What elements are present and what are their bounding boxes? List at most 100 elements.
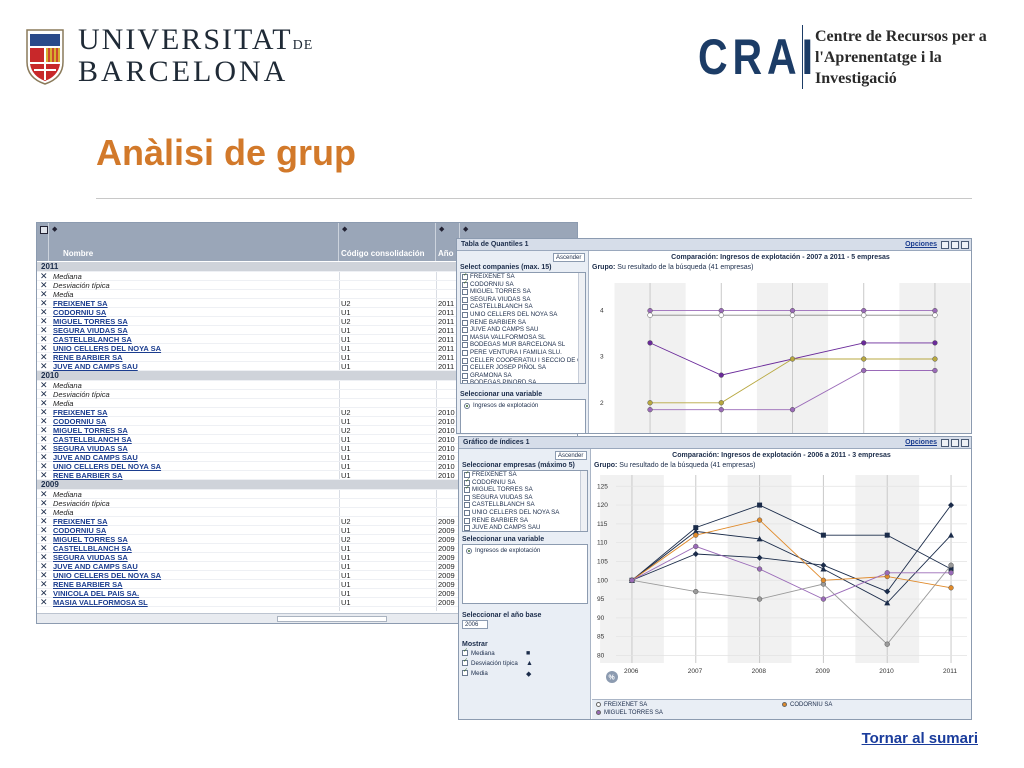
company-link[interactable]: UNIO CELLERS DEL NOYA SA <box>53 462 162 471</box>
close-icon[interactable] <box>961 439 969 447</box>
company-checkbox[interactable] <box>464 525 470 531</box>
company-link[interactable]: CASTELLBLANCH SA <box>53 544 132 553</box>
legend-item[interactable]: CODORNIU SA <box>782 702 832 708</box>
company-option[interactable]: SEGURA VIUDAS SA <box>461 296 585 304</box>
remove-row-icon[interactable]: ✕ <box>40 452 48 462</box>
remove-row-icon[interactable]: ✕ <box>40 597 48 607</box>
company-option[interactable]: MIGUEL TORRES SA <box>463 485 587 494</box>
company-link[interactable]: FREIXENET SA <box>53 517 108 526</box>
remove-row-icon[interactable]: ✕ <box>40 271 48 281</box>
minimize-icon[interactable] <box>941 439 949 447</box>
company-option[interactable]: CELLER JOSEP PIÑOL SA <box>461 364 585 372</box>
company-option[interactable]: SEGURA VIUDAS SA <box>463 494 587 502</box>
sort-select[interactable]: Ascender <box>555 451 587 460</box>
company-checkbox[interactable] <box>464 485 470 494</box>
legend-item[interactable]: FREIXENET SA <box>596 702 647 708</box>
company-link[interactable]: FREIXENET SA <box>53 408 108 417</box>
remove-row-icon[interactable]: ✕ <box>40 552 48 562</box>
variable-radio[interactable] <box>464 403 470 409</box>
remove-row-icon[interactable]: ✕ <box>40 534 48 544</box>
remove-row-icon[interactable]: ✕ <box>40 443 48 453</box>
column-header-name[interactable]: ◆ Nombre <box>49 223 339 261</box>
remove-row-icon[interactable]: ✕ <box>40 316 48 326</box>
company-link[interactable]: FREIXENET SA <box>53 299 108 308</box>
company-option[interactable]: RENE BARBIER SA <box>463 517 587 525</box>
table-menu-icon[interactable] <box>40 226 48 234</box>
scrollbar-thumb[interactable] <box>277 616 387 622</box>
remove-row-icon[interactable]: ✕ <box>40 361 48 371</box>
close-icon[interactable] <box>961 241 969 249</box>
maximize-icon[interactable] <box>951 439 959 447</box>
company-link[interactable]: CASTELLBLANCH SA <box>53 435 132 444</box>
company-option[interactable]: MASIA VALLFORMOSA SL <box>461 334 585 342</box>
remove-row-icon[interactable]: ✕ <box>40 425 48 435</box>
show-option[interactable]: Media ◆ <box>462 667 531 678</box>
company-checkbox[interactable] <box>462 342 468 349</box>
company-option[interactable]: JUVE AND CAMPS SAU <box>461 326 585 334</box>
sort-icon[interactable]: ◆ <box>463 226 469 233</box>
table-group-row[interactable]: 2009 <box>37 480 577 490</box>
variable-box[interactable]: Ingresos de explotación <box>462 544 588 604</box>
show-option[interactable]: Desviación típica ▲ <box>462 657 533 667</box>
company-link[interactable]: JUVE AND CAMPS SAU <box>53 362 138 371</box>
remove-row-icon[interactable]: ✕ <box>40 588 48 598</box>
company-option[interactable]: RENE BARBIER SA <box>461 319 585 327</box>
company-checkbox[interactable] <box>462 334 468 341</box>
company-checkbox[interactable] <box>462 327 468 334</box>
company-link[interactable]: UNIO CELLERS DEL NOYA SA <box>53 571 162 580</box>
remove-row-icon[interactable]: ✕ <box>40 579 48 589</box>
company-checkbox[interactable] <box>462 349 468 356</box>
company-link[interactable]: CODORNIU SA <box>53 526 107 535</box>
variable-box[interactable]: Ingresos de explotación <box>460 399 586 433</box>
sort-select[interactable]: Ascender <box>553 253 585 262</box>
company-option[interactable]: CODORNIU SA <box>461 280 585 289</box>
remove-row-icon[interactable]: ✕ <box>40 470 48 480</box>
remove-row-icon[interactable]: ✕ <box>40 325 48 335</box>
company-option[interactable]: FREIXENET SA <box>463 471 587 479</box>
company-option[interactable]: PERE VENTURA I FAMILIA SLU. <box>461 349 585 357</box>
remove-row-icon[interactable]: ✕ <box>40 298 48 308</box>
column-header-code[interactable]: ◆ Código consolidación <box>339 223 436 261</box>
remove-row-icon[interactable]: ✕ <box>40 289 48 299</box>
company-checkbox[interactable] <box>464 509 470 516</box>
company-checkbox[interactable] <box>464 517 470 524</box>
remove-row-icon[interactable]: ✕ <box>40 352 48 362</box>
show-checkbox[interactable] <box>462 657 468 667</box>
remove-row-icon[interactable]: ✕ <box>40 507 48 517</box>
remove-row-icon[interactable]: ✕ <box>40 389 48 399</box>
company-link[interactable]: SEGURA VIUDAS SA <box>53 326 128 335</box>
company-link[interactable]: MIGUEL TORRES SA <box>53 426 128 435</box>
company-checkbox[interactable] <box>462 380 468 383</box>
remove-row-icon[interactable]: ✕ <box>40 380 48 390</box>
show-checkbox[interactable] <box>462 647 468 657</box>
company-option[interactable]: UNIO CELLERS DEL NOYA SA <box>461 311 585 319</box>
remove-row-icon[interactable]: ✕ <box>40 434 48 444</box>
sort-icon[interactable]: ◆ <box>342 226 348 233</box>
remove-row-icon[interactable]: ✕ <box>40 570 48 580</box>
company-option[interactable]: MIGUEL TORRES SA <box>461 288 585 296</box>
remove-row-icon[interactable]: ✕ <box>40 461 48 471</box>
company-link[interactable]: MIGUEL TORRES SA <box>53 317 128 326</box>
company-option[interactable]: GRAMONA SA <box>461 372 585 380</box>
company-link[interactable]: SEGURA VIUDAS SA <box>53 553 128 562</box>
minimize-icon[interactable] <box>941 241 949 249</box>
company-link[interactable]: CODORNIU SA <box>53 308 107 317</box>
company-option[interactable]: CASTELLBLANCH SA <box>463 501 587 509</box>
remove-row-icon[interactable]: ✕ <box>40 334 48 344</box>
variable-radio[interactable] <box>466 548 472 554</box>
legend-item[interactable]: MIGUEL TORRES SA <box>596 710 663 716</box>
company-link[interactable]: MASIA VALLFORMOSA SL <box>53 598 148 607</box>
company-option[interactable]: UNIO CELLERS DEL NOYA SA <box>463 509 587 517</box>
company-option[interactable]: CELLER COOPERATIU I SECCIO DE C <box>461 357 585 365</box>
remove-row-icon[interactable]: ✕ <box>40 525 48 535</box>
remove-row-icon[interactable]: ✕ <box>40 343 48 353</box>
show-option[interactable]: Mediana ■ <box>462 647 530 657</box>
company-link[interactable]: JUVE AND CAMPS SAU <box>53 562 138 571</box>
remove-row-icon[interactable]: ✕ <box>40 280 48 290</box>
vertical-scrollbar[interactable] <box>580 471 587 531</box>
options-link[interactable]: Opciones <box>905 439 937 446</box>
company-link[interactable]: JUVE AND CAMPS SAU <box>53 453 138 462</box>
company-link[interactable]: RENE BARBIER SA <box>53 471 123 480</box>
